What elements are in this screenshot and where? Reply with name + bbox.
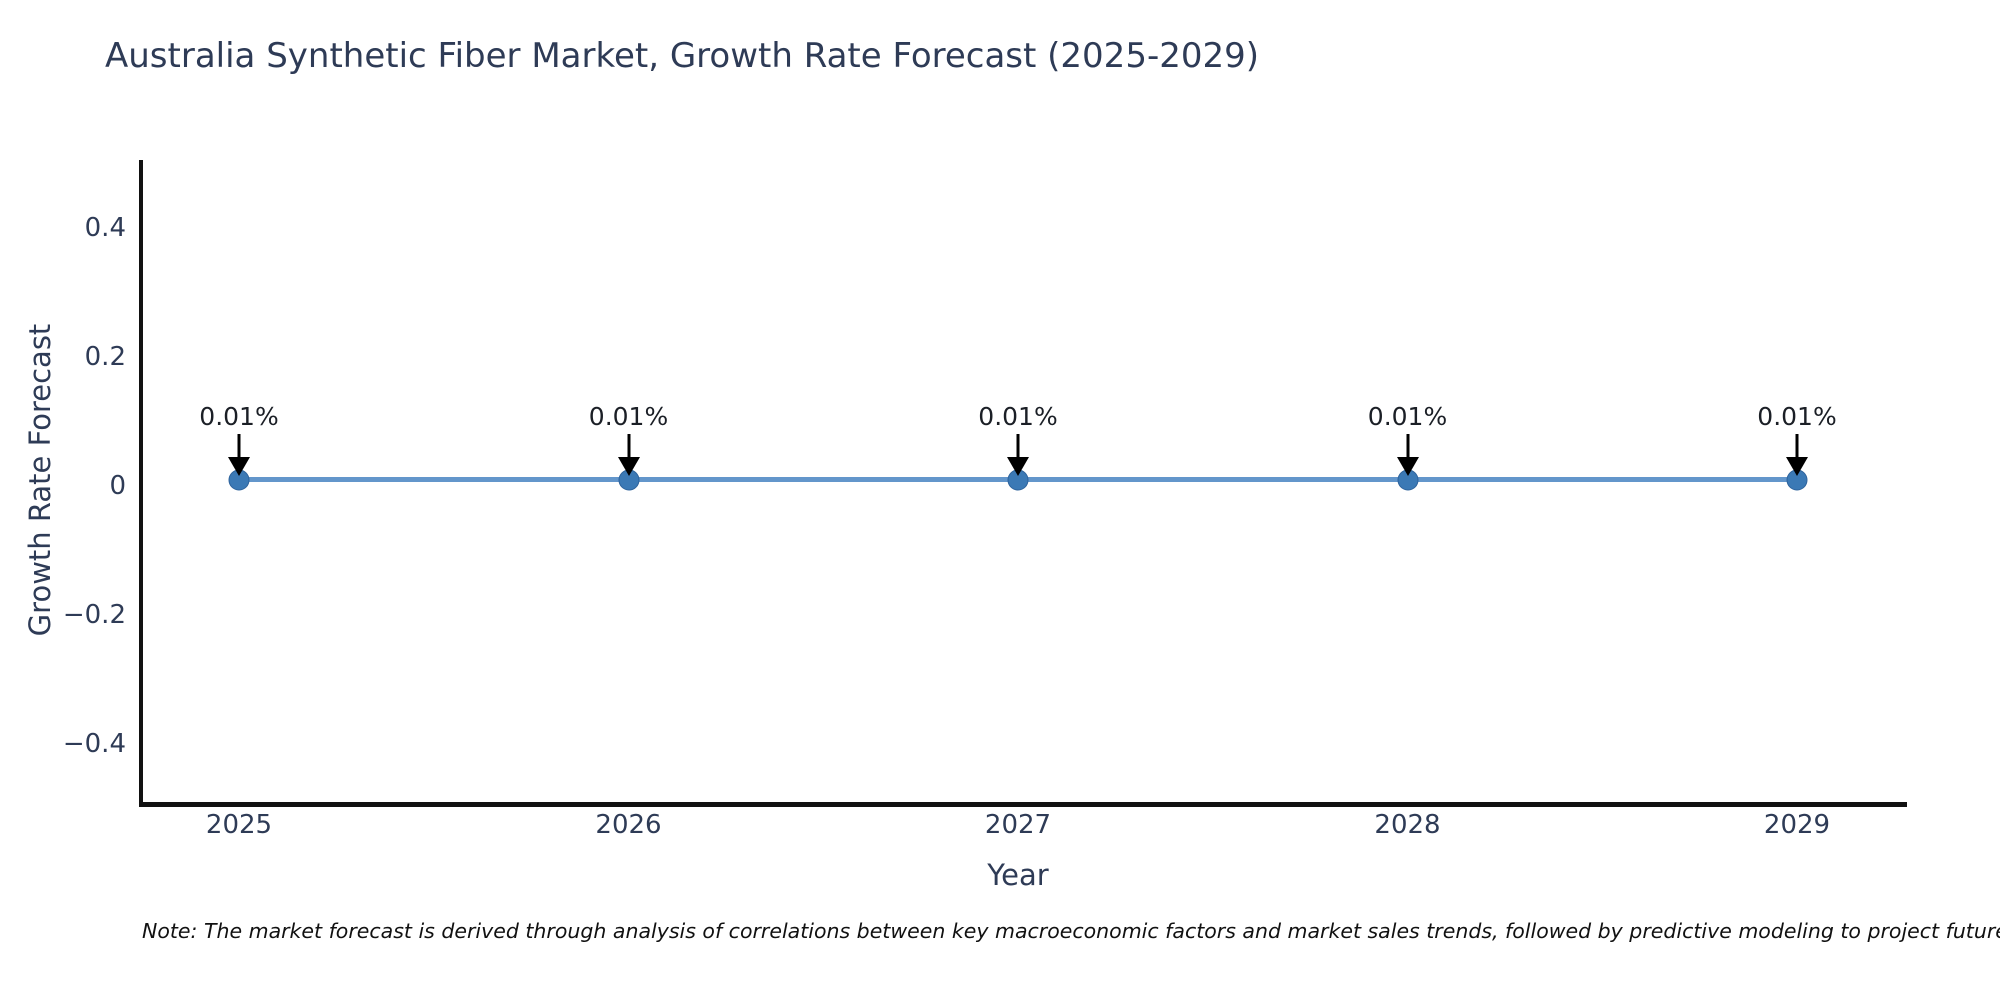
annotation-arrow-head [228,456,250,476]
y-tick-label: −0.2 [62,600,126,630]
y-tick-label: −0.4 [62,729,126,759]
x-tick-label: 2028 [1374,810,1441,840]
x-tick-label: 2029 [1763,810,1831,840]
data-point-label: 0.01% [199,401,279,431]
y-tick-label: 0 [109,471,126,501]
footnote: Note: The market forecast is derived thr… [142,919,2000,943]
chart-title: Australia Synthetic Fiber Market, Growth… [105,36,1260,76]
annotation-arrow-shaft [1795,433,1799,460]
data-point-label: 0.01% [1367,401,1448,431]
annotation-arrow-shaft [1016,433,1020,460]
x-axis-title: Year [987,858,1049,892]
annotation-arrow-head [1786,456,1808,476]
annotation-arrow-head [1396,456,1419,476]
x-tick-label: 2027 [984,810,1052,840]
y-tick-label: 0.4 [84,213,126,243]
annotation-arrow-head [617,456,640,476]
data-point-label: 0.01% [978,401,1058,431]
y-tick-label: 0.2 [84,342,126,372]
annotation-arrow-shaft [627,433,630,460]
x-tick-label: 2025 [205,810,273,840]
annotation-arrow-head [1007,456,1029,476]
annotation-arrow-shaft [237,433,241,460]
data-point-label: 0.01% [1757,401,1837,431]
data-point-label: 0.01% [588,401,669,431]
annotation-arrow-shaft [1406,433,1409,460]
x-tick-label: 2026 [595,810,662,840]
